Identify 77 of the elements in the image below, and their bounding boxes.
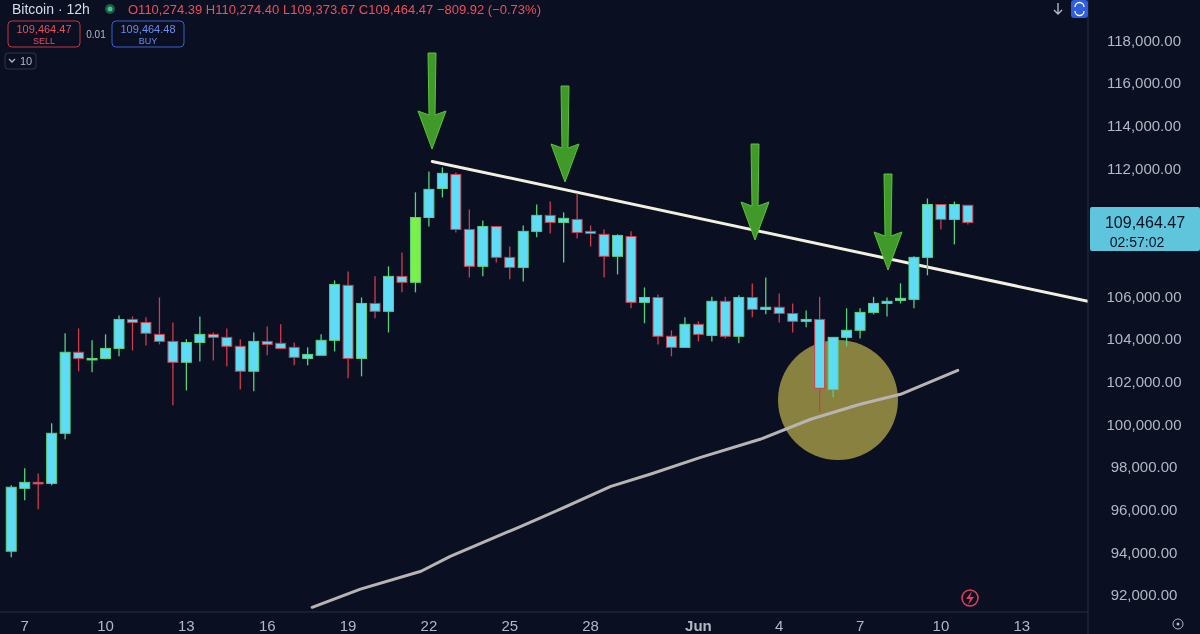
candlestick (275, 323, 287, 350)
candlestick (194, 315, 206, 363)
candlestick (207, 331, 219, 362)
candlestick (86, 339, 98, 373)
candlestick (261, 325, 273, 356)
candlestick (773, 292, 785, 324)
candlestick (221, 327, 233, 367)
x-tick-label: 13 (1013, 617, 1031, 634)
candlestick (315, 333, 327, 356)
candlestick (288, 341, 300, 366)
candlestick (531, 203, 543, 238)
candlestick (167, 321, 179, 407)
y-tick-label: 98,000.00 (1110, 458, 1178, 476)
candlestick (841, 307, 853, 347)
x-tick-label: 25 (501, 617, 519, 634)
candlestick (935, 203, 947, 231)
y-tick-label: 102,000.00 (1106, 372, 1182, 390)
candlestick (612, 233, 624, 276)
candlestick (140, 316, 152, 347)
y-tick-label: 118,000.00 (1107, 31, 1181, 49)
candlestick (100, 333, 112, 360)
y-tick-label: 106,000.00 (1106, 287, 1182, 305)
chart-title: Bitcoin · 12h (12, 1, 90, 17)
candlestick (153, 296, 165, 346)
candlestick (639, 286, 650, 324)
text: 02:57:02 (1109, 233, 1165, 250)
candlestick (679, 316, 691, 349)
candlestick (598, 228, 610, 279)
x-tick-label: 4 (775, 617, 784, 634)
x-tick-label: 13 (178, 617, 195, 634)
x-tick-label: 10 (97, 617, 114, 634)
candlestick (962, 204, 974, 226)
candlestick (369, 275, 381, 320)
annotation: SELL (32, 36, 56, 46)
y-tick-label: 104,000.00 (1106, 330, 1182, 348)
text: 109,464.47 (1104, 213, 1186, 231)
y-tick-label: 114,000.00 (1107, 117, 1181, 135)
candlestick (948, 200, 960, 246)
y-tick-label: 116,000.00 (1107, 74, 1181, 92)
candlestick (585, 224, 597, 248)
candlestick (396, 251, 408, 293)
candlestick (746, 282, 758, 318)
y-tick-label: 100,000.00 (1106, 415, 1182, 433)
y-tick-label: 92,000.00 (1110, 586, 1178, 604)
x-tick-label: Jun (685, 617, 712, 634)
candlestick (544, 200, 556, 235)
candlestick (854, 307, 866, 340)
candlestick (895, 282, 906, 305)
candlestick (665, 329, 677, 357)
candlestick (692, 320, 704, 343)
candlestick (504, 245, 516, 280)
candlestick (73, 327, 85, 372)
x-tick-label: 10 (932, 617, 950, 634)
candlestick (760, 276, 772, 315)
candlestick (571, 192, 583, 240)
y-tick-label: 94,000.00 (1110, 543, 1178, 561)
candlestick (180, 338, 192, 392)
annotation: 10 (20, 55, 33, 67)
annotation: BUY (138, 36, 158, 46)
annotation: 0.01 (86, 29, 107, 40)
x-tick-label: 28 (582, 617, 599, 634)
candlestick (127, 315, 138, 351)
candlestick (881, 296, 893, 318)
y-tick-label: 112,000.00 (1107, 159, 1181, 177)
candlestick (787, 302, 799, 334)
candlestick (436, 166, 448, 199)
x-tick-label: 16 (258, 617, 276, 634)
annotation: 109,464.47 (16, 23, 72, 35)
candlestick (558, 211, 570, 264)
x-tick-label: 7 (20, 617, 29, 634)
x-tick-label: 22 (420, 617, 438, 634)
x-tick-label: 7 (855, 617, 865, 634)
y-tick-label: 96,000.00 (1110, 500, 1178, 518)
candlestick (19, 467, 31, 501)
annotation: 109,464.48 (120, 23, 176, 35)
x-tick-label: 19 (339, 617, 357, 634)
chart-subtitle: O110,274.39 H110,274.40 L109,373.67 C109,464.47 −809.92 (−0.73%) (128, 2, 541, 17)
